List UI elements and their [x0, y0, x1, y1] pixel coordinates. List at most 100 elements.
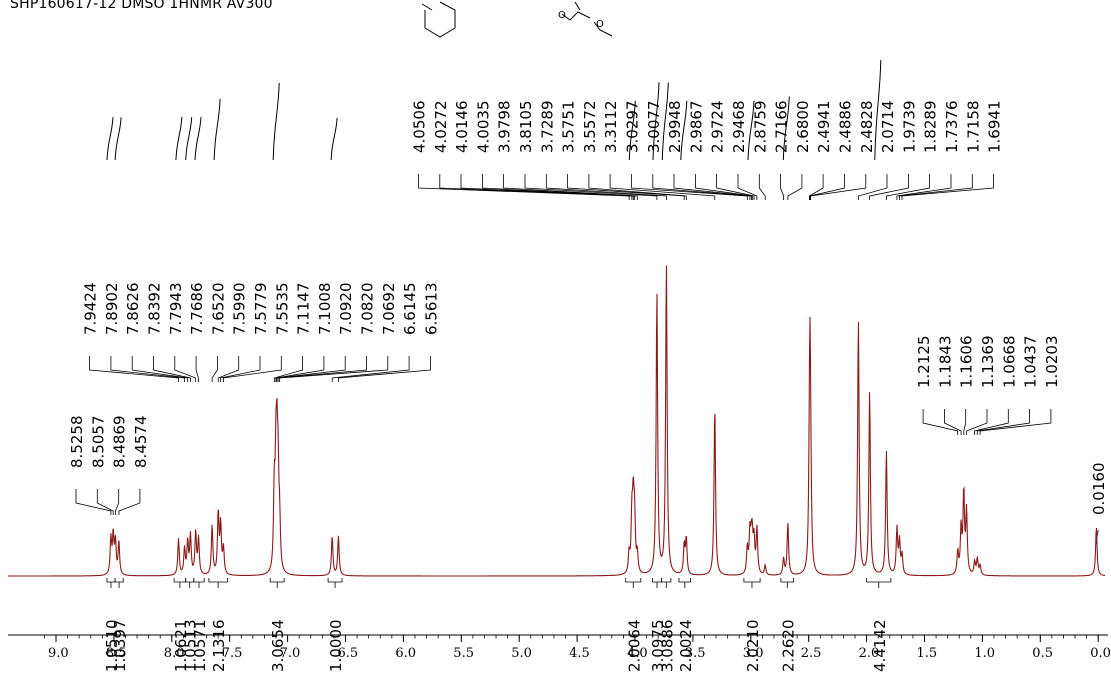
peak-label: 0.0160: [1090, 463, 1108, 516]
peak-label: 1.0437: [1022, 336, 1040, 389]
integral-bracket: [652, 578, 662, 583]
peak-label: 6.5613: [422, 283, 440, 336]
peak-label-leader: [716, 174, 755, 200]
integral-curve: [661, 82, 669, 161]
integral-curves: [106, 59, 882, 161]
peak-label-leader: [609, 174, 716, 200]
integral-value: 3.0654: [269, 620, 287, 673]
integral-curve: [175, 116, 183, 161]
x-tick-label: 9.0: [48, 646, 69, 661]
molecule-structure-fragment: O O: [421, 1, 613, 38]
peak-label-leader: [809, 174, 845, 200]
peak-label: 1.0668: [1000, 336, 1018, 389]
integral-bracket: [678, 578, 691, 583]
peak-label-leader: [118, 489, 141, 515]
peak-label: 1.1369: [979, 336, 997, 389]
peak-label-leader: [966, 409, 988, 435]
integral-curve: [747, 100, 755, 161]
peak-label-leader: [115, 489, 120, 515]
integral-bracket: [661, 578, 672, 583]
peak-label-leader: [276, 356, 346, 382]
integral-curve: [680, 100, 688, 161]
integral-curve: [628, 100, 636, 161]
peak-label-leader: [439, 174, 633, 200]
integral-value: 1.0513: [182, 620, 200, 673]
peak-label-leader: [273, 356, 303, 382]
peak-label-leader: [652, 174, 751, 200]
integral-curve: [194, 116, 202, 161]
peak-label: 2.7166: [773, 101, 791, 154]
x-tick-label: 2.0: [859, 646, 880, 661]
peak-label-leader: [588, 174, 687, 200]
peak-label: 2.9468: [730, 101, 748, 154]
integral-value: 2.0064: [625, 620, 643, 673]
peak-label: 1.9739: [900, 101, 918, 154]
integral-curve: [272, 82, 280, 161]
peak-label-leader: [886, 174, 930, 200]
peak-label-leader: [737, 174, 758, 200]
spectrum-line: [8, 265, 1106, 577]
peak-label-leader: [418, 174, 630, 200]
peak-label-leader: [974, 409, 1009, 435]
integral-bracket: [208, 578, 228, 583]
integral-curve: [330, 117, 338, 161]
integral-value: 1.0510: [103, 620, 121, 673]
peak-label-leader: [75, 489, 112, 515]
peak-label: 3.8105: [517, 101, 535, 154]
spectrum-title: SHP160617-12 DMSO 1HNMR AV300: [10, 0, 273, 12]
peak-label: 1.0203: [1043, 336, 1061, 389]
peak-label: 1.1843: [936, 336, 954, 389]
peak-label-leader: [460, 174, 634, 200]
peak-label-leader: [979, 409, 1052, 435]
peak-label: 1.7158: [964, 101, 982, 154]
peak-label: 3.5751: [560, 101, 578, 154]
integral-bracket: [193, 578, 205, 583]
integral-bracket: [114, 578, 124, 583]
peak-label-leader: [758, 174, 766, 200]
x-tick-label: 6.0: [395, 646, 416, 661]
peak-label: 7.0920: [337, 283, 355, 336]
peak-label: 2.6800: [794, 101, 812, 154]
peak-label-leader: [567, 174, 685, 200]
peak-label-leader: [869, 174, 909, 200]
peak-label-leader: [275, 356, 325, 382]
peak-label: 2.4828: [858, 101, 876, 154]
peak-label: 2.9867: [687, 101, 705, 154]
integral-bracket: [780, 578, 794, 583]
peak-label: 3.0297: [624, 101, 642, 154]
peak-label-leader: [858, 174, 888, 200]
integral-curve: [782, 96, 790, 161]
integral-bracket: [743, 578, 761, 583]
peak-label-leader: [809, 174, 824, 200]
peak-label-leader: [524, 174, 658, 200]
peak-label-leader: [217, 356, 240, 382]
integral-value: 1.0397: [111, 620, 129, 673]
integral-value: 1.0000: [327, 620, 345, 673]
integral-bracket: [106, 578, 116, 583]
peak-label: 2.0714: [879, 101, 897, 154]
peak-label: 3.3112: [602, 101, 620, 154]
peak-label-leader: [695, 174, 753, 200]
x-tick-label: 3.0: [743, 646, 764, 661]
integral-curve: [106, 117, 114, 161]
peak-label: 7.5535: [273, 283, 291, 336]
peak-label: 4.0272: [432, 101, 450, 154]
peak-label: 7.1147: [295, 283, 313, 336]
peak-label: 7.9424: [82, 283, 100, 336]
integral-value: 1.0571: [191, 620, 209, 673]
peak-label: 7.5990: [231, 283, 249, 336]
peak-label: 8.5057: [89, 416, 107, 469]
integral-bracket: [173, 578, 187, 583]
peak-label-leader: [211, 356, 218, 382]
peak-label: 7.8392: [146, 283, 164, 336]
peak-label-leader: [174, 356, 197, 382]
integral-curve: [213, 98, 221, 161]
integral-value: 2.0210: [744, 620, 762, 673]
integral-value: 2.1316: [210, 620, 228, 673]
spectrum-trace: [8, 265, 1106, 577]
peak-label: 3.0077: [645, 101, 663, 154]
peak-labels: 8.5258 8.5057 8.4869 8.4574 7.9424 7.8902 7.86…: [68, 101, 1108, 544]
peak-label-leader: [673, 174, 752, 200]
peak-label: 8.5258: [68, 416, 86, 469]
